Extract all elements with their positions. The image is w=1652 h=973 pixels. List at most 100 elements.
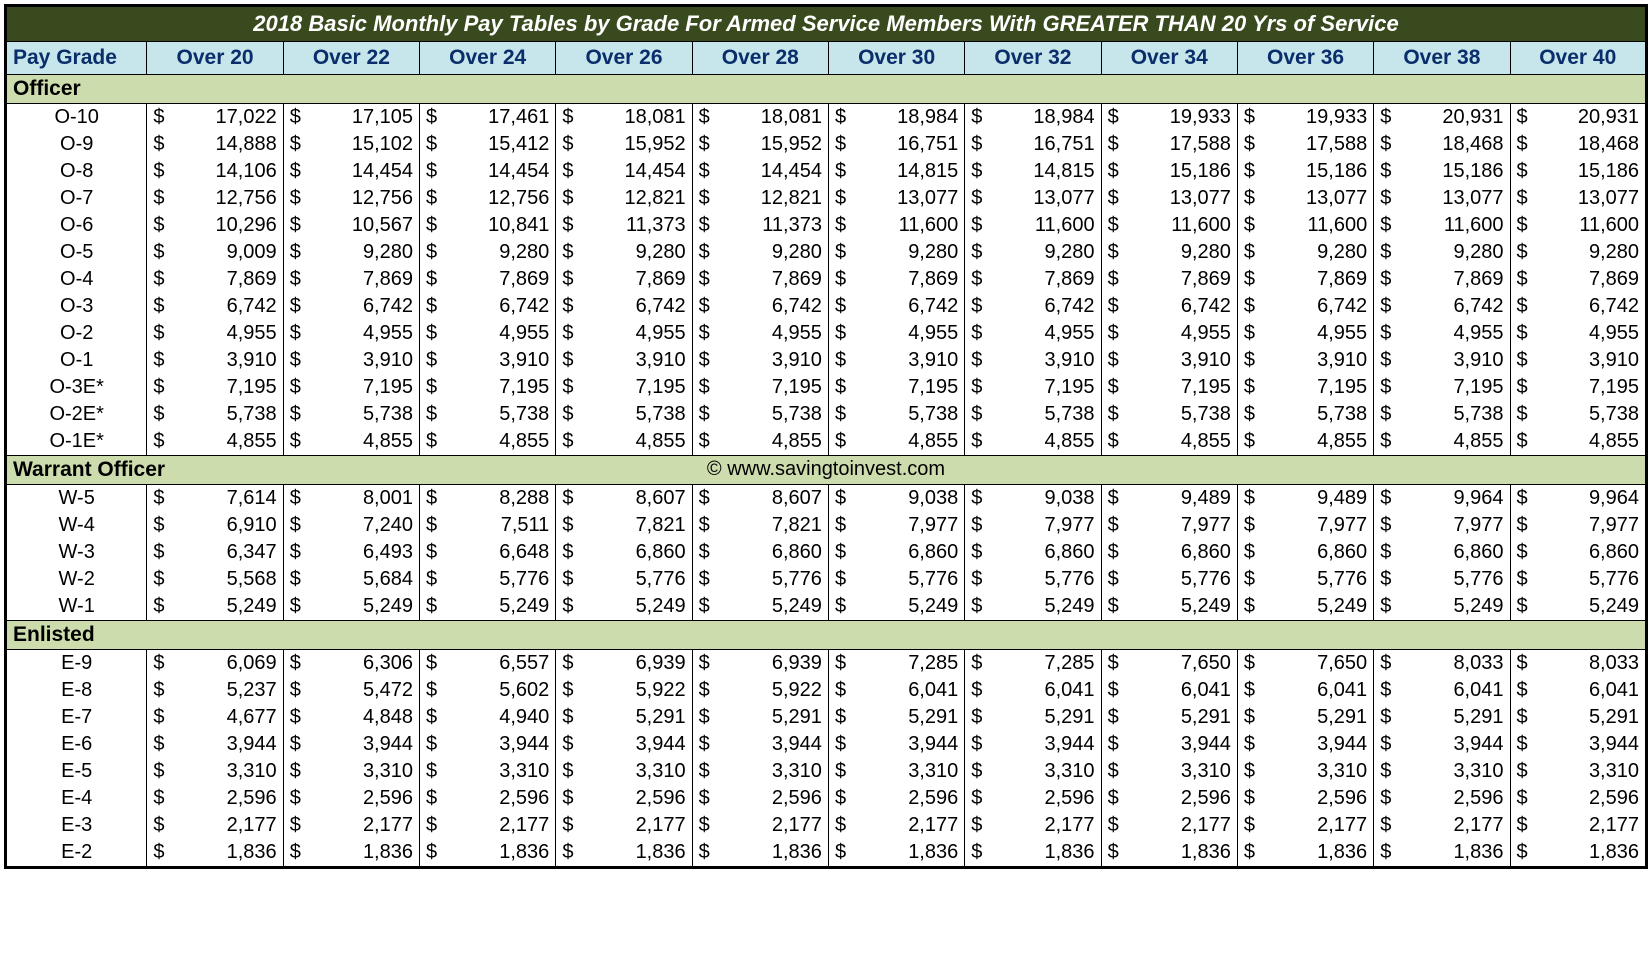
currency-symbol: $ xyxy=(420,731,450,758)
pay-value-cell: 7,977 xyxy=(995,512,1101,539)
currency-symbol: $ xyxy=(692,593,722,621)
pay-value-cell: 6,069 xyxy=(177,650,283,678)
pay-value-cell: 7,869 xyxy=(450,266,556,293)
pay-value-cell: 9,964 xyxy=(1404,485,1510,513)
pay-value-cell: 7,650 xyxy=(1268,650,1374,678)
currency-symbol: $ xyxy=(1237,158,1267,185)
pay-value-cell: 3,310 xyxy=(450,758,556,785)
pay-value-cell: 17,588 xyxy=(1131,131,1237,158)
header-col: Over 22 xyxy=(283,42,419,75)
currency-symbol: $ xyxy=(828,539,858,566)
currency-symbol: $ xyxy=(147,812,177,839)
currency-symbol: $ xyxy=(1237,185,1267,212)
pay-value-cell: 8,607 xyxy=(586,485,692,513)
currency-symbol: $ xyxy=(147,593,177,621)
pay-value-cell: 7,869 xyxy=(1404,266,1510,293)
pay-value-cell: 10,296 xyxy=(177,212,283,239)
pay-value-cell: 5,738 xyxy=(995,401,1101,428)
currency-symbol: $ xyxy=(283,266,313,293)
pay-value-cell: 5,738 xyxy=(1404,401,1510,428)
currency-symbol: $ xyxy=(1101,374,1131,401)
pay-value-cell: 2,596 xyxy=(177,785,283,812)
currency-symbol: $ xyxy=(1237,212,1267,239)
currency-symbol: $ xyxy=(420,347,450,374)
pay-grade-cell: O-2E* xyxy=(6,401,147,428)
currency-symbol: $ xyxy=(1101,104,1131,132)
pay-value-cell: 2,177 xyxy=(177,812,283,839)
pay-value-cell: 7,977 xyxy=(859,512,965,539)
currency-symbol: $ xyxy=(1101,212,1131,239)
currency-symbol: $ xyxy=(147,539,177,566)
currency-symbol: $ xyxy=(1374,566,1404,593)
currency-symbol: $ xyxy=(692,677,722,704)
pay-value-cell: 4,940 xyxy=(450,704,556,731)
currency-symbol: $ xyxy=(828,266,858,293)
currency-symbol: $ xyxy=(1510,731,1540,758)
pay-value-cell: 6,742 xyxy=(1540,293,1646,320)
pay-value-cell: 5,291 xyxy=(586,704,692,731)
currency-symbol: $ xyxy=(147,428,177,456)
currency-symbol: $ xyxy=(1101,158,1131,185)
currency-symbol: $ xyxy=(1101,239,1131,266)
currency-symbol: $ xyxy=(828,293,858,320)
currency-symbol: $ xyxy=(283,785,313,812)
currency-symbol: $ xyxy=(556,428,586,456)
currency-symbol: $ xyxy=(965,104,995,132)
pay-value-cell: 2,596 xyxy=(313,785,419,812)
pay-value-cell: 3,944 xyxy=(859,731,965,758)
pay-value-cell: 18,468 xyxy=(1404,131,1510,158)
header-col: Over 34 xyxy=(1101,42,1237,75)
pay-value-cell: 3,310 xyxy=(177,758,283,785)
pay-value-cell: 1,836 xyxy=(722,839,828,868)
pay-value-cell: 11,600 xyxy=(1131,212,1237,239)
currency-symbol: $ xyxy=(828,812,858,839)
pay-value-cell: 15,186 xyxy=(1540,158,1646,185)
pay-value-cell: 14,815 xyxy=(859,158,965,185)
table-row: W-4$6,910$7,240$7,511$7,821$7,821$7,977$… xyxy=(6,512,1647,539)
pay-value-cell: 6,860 xyxy=(1131,539,1237,566)
currency-symbol: $ xyxy=(965,539,995,566)
currency-symbol: $ xyxy=(1374,512,1404,539)
pay-value-cell: 13,077 xyxy=(1404,185,1510,212)
pay-value-cell: 3,310 xyxy=(859,758,965,785)
pay-value-cell: 6,742 xyxy=(722,293,828,320)
currency-symbol: $ xyxy=(828,104,858,132)
pay-value-cell: 14,454 xyxy=(450,158,556,185)
currency-symbol: $ xyxy=(1237,539,1267,566)
currency-symbol: $ xyxy=(692,158,722,185)
currency-symbol: $ xyxy=(147,650,177,678)
table-row: O-8$14,106$14,454$14,454$14,454$14,454$1… xyxy=(6,158,1647,185)
currency-symbol: $ xyxy=(147,212,177,239)
table-row: O-1$3,910$3,910$3,910$3,910$3,910$3,910$… xyxy=(6,347,1647,374)
pay-grade-cell: O-3 xyxy=(6,293,147,320)
currency-symbol: $ xyxy=(692,347,722,374)
currency-symbol: $ xyxy=(692,731,722,758)
pay-value-cell: 9,280 xyxy=(586,239,692,266)
currency-symbol: $ xyxy=(147,401,177,428)
currency-symbol: $ xyxy=(1101,731,1131,758)
pay-value-cell: 6,860 xyxy=(586,539,692,566)
pay-value-cell: 7,195 xyxy=(177,374,283,401)
currency-symbol: $ xyxy=(965,293,995,320)
currency-symbol: $ xyxy=(1237,485,1267,513)
currency-symbol: $ xyxy=(1374,539,1404,566)
currency-symbol: $ xyxy=(692,374,722,401)
currency-symbol: $ xyxy=(147,185,177,212)
currency-symbol: $ xyxy=(420,839,450,868)
currency-symbol: $ xyxy=(283,320,313,347)
currency-symbol: $ xyxy=(965,758,995,785)
currency-symbol: $ xyxy=(965,347,995,374)
currency-symbol: $ xyxy=(1510,401,1540,428)
pay-value-cell: 7,195 xyxy=(1404,374,1510,401)
currency-symbol: $ xyxy=(1237,812,1267,839)
currency-symbol: $ xyxy=(1374,239,1404,266)
pay-value-cell: 2,177 xyxy=(859,812,965,839)
currency-symbol: $ xyxy=(1374,812,1404,839)
currency-symbol: $ xyxy=(692,512,722,539)
currency-symbol: $ xyxy=(420,185,450,212)
currency-symbol: $ xyxy=(1101,650,1131,678)
pay-value-cell: 6,493 xyxy=(313,539,419,566)
currency-symbol: $ xyxy=(420,374,450,401)
pay-value-cell: 5,738 xyxy=(586,401,692,428)
pay-value-cell: 18,984 xyxy=(995,104,1101,132)
